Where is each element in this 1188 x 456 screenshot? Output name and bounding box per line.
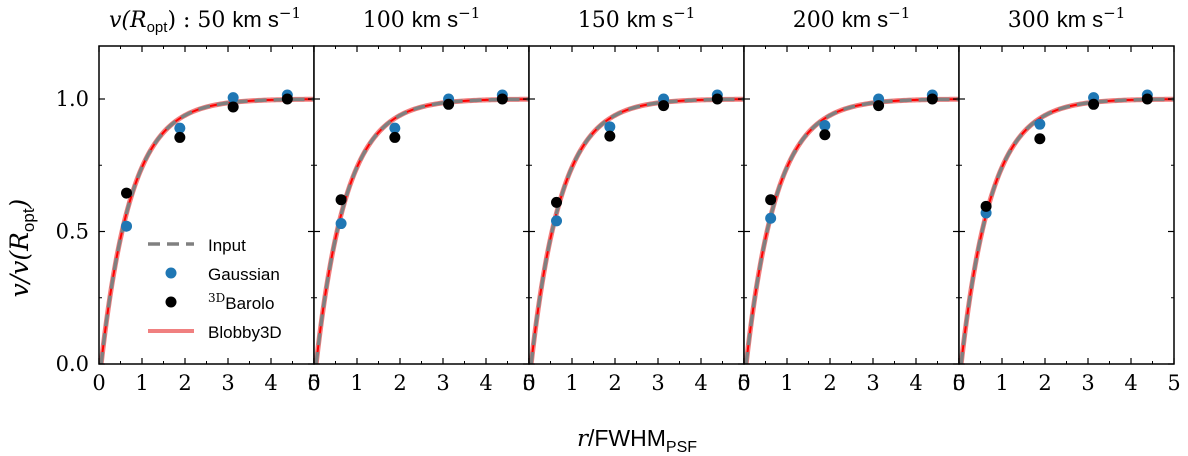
gaussian-point bbox=[227, 92, 239, 104]
barolo-point bbox=[551, 196, 563, 208]
x-tick-label: 0 bbox=[737, 371, 750, 395]
legend-swatch-point bbox=[165, 267, 177, 279]
panel-5: 0 1 2 3 4 5 bbox=[952, 45, 1181, 395]
panel-2: 0 1 2 3 4 5 bbox=[307, 45, 536, 395]
gaussian-point bbox=[1034, 118, 1046, 130]
barolo-point bbox=[443, 98, 455, 110]
gaussian-point bbox=[389, 122, 401, 134]
x-tick-label: 5 bbox=[952, 371, 965, 395]
panel-title: 150 km s−1 bbox=[578, 4, 696, 33]
panel-title: 200 km s−1 bbox=[793, 4, 911, 33]
panel-3: 0 1 2 3 4 5 bbox=[522, 45, 751, 395]
x-tick-label: 4 bbox=[479, 371, 492, 395]
x-tick-label: 1 bbox=[350, 371, 363, 395]
x-tick-label: 5 bbox=[522, 371, 535, 395]
panel-title: v(Ropt) : 50 km s−1 bbox=[109, 4, 301, 36]
x-tick-label: 3 bbox=[866, 371, 879, 395]
legend-label: Blobby3D bbox=[208, 323, 282, 342]
barolo-point bbox=[227, 101, 239, 113]
x-tick-label: 5 bbox=[737, 371, 750, 395]
legend-swatch-point bbox=[165, 296, 177, 308]
input-line bbox=[744, 97, 960, 365]
y-tick-label: 0.5 bbox=[56, 220, 89, 244]
gaussian-point bbox=[604, 121, 616, 133]
y-axis-label: v/v(Ropt) bbox=[5, 199, 38, 298]
legend-label: 3DBarolo bbox=[208, 291, 274, 313]
barolo-point bbox=[873, 100, 885, 112]
barolo-point bbox=[604, 130, 616, 142]
x-tick-label: 4 bbox=[909, 371, 922, 395]
x-tick-label: 2 bbox=[178, 371, 191, 395]
barolo-point bbox=[819, 129, 831, 141]
barolo-point bbox=[1034, 133, 1046, 145]
x-tick-label: 3 bbox=[436, 371, 449, 395]
legend: Input Gaussian 3DBarolo Blobby3D bbox=[148, 236, 282, 342]
x-tick-label: 0 bbox=[307, 371, 320, 395]
gaussian-point bbox=[335, 218, 347, 230]
x-tick-label: 5 bbox=[307, 371, 320, 395]
x-tick-label: 5 bbox=[1167, 371, 1180, 395]
barolo-point bbox=[765, 194, 777, 206]
y-tick-label: 1.0 bbox=[56, 87, 89, 111]
gaussian-point bbox=[121, 220, 133, 232]
panel-4: 0 1 2 3 4 5 bbox=[737, 45, 966, 395]
x-tick-label: 3 bbox=[221, 371, 234, 395]
barolo-point bbox=[1141, 93, 1153, 105]
x-tick-label: 3 bbox=[651, 371, 664, 395]
barolo-point bbox=[1088, 98, 1100, 110]
legend-entry: Gaussian bbox=[165, 265, 280, 284]
barolo-point bbox=[389, 131, 401, 143]
barolo-point bbox=[121, 187, 133, 199]
input-line bbox=[99, 97, 315, 365]
x-tick-label: 4 bbox=[264, 371, 277, 395]
panel-1: 0 1 2 3 4 5 bbox=[92, 45, 321, 395]
x-tick-label: 2 bbox=[823, 371, 836, 395]
legend-label: Gaussian bbox=[208, 265, 280, 284]
x-tick-label: 0 bbox=[952, 371, 965, 395]
x-tick-label: 2 bbox=[1038, 371, 1051, 395]
x-tick-label: 0 bbox=[92, 371, 105, 395]
barolo-point bbox=[335, 194, 347, 206]
x-tick-label: 1 bbox=[995, 371, 1008, 395]
panel-title: 100 km s−1 bbox=[363, 4, 481, 33]
input-line bbox=[314, 97, 530, 365]
barolo-point bbox=[926, 93, 938, 105]
gaussian-point bbox=[551, 215, 563, 227]
legend-entry: Input bbox=[148, 236, 246, 255]
x-tick-label: 1 bbox=[780, 371, 793, 395]
x-tick-label: 4 bbox=[694, 371, 707, 395]
input-line bbox=[529, 97, 745, 365]
x-tick-label: 3 bbox=[1081, 371, 1094, 395]
x-tick-label: 2 bbox=[608, 371, 621, 395]
x-tick-label: 1 bbox=[565, 371, 578, 395]
x-tick-label: 4 bbox=[1124, 371, 1137, 395]
legend-entry: Blobby3D bbox=[148, 323, 282, 342]
panels: 0 1 2 3 4 50 1 2 3 4 50 1 2 3 4 50 1 2 3 4 50 1 2 3 4 50.00.51.0 bbox=[56, 45, 1181, 395]
gaussian-point bbox=[819, 120, 831, 131]
barolo-point bbox=[496, 93, 508, 105]
panel-titles: v(Ropt) : 50 km s−1 100 km s−1 150 km s−1 2… bbox=[109, 4, 1125, 36]
barolo-point bbox=[281, 93, 293, 105]
x-axis-label: r/FWHMPSF bbox=[577, 425, 697, 456]
legend-label: Input bbox=[208, 236, 246, 255]
gaussian-point bbox=[174, 122, 186, 134]
x-tick-label: 2 bbox=[393, 371, 406, 395]
gaussian-point bbox=[765, 212, 777, 224]
x-tick-label: 0 bbox=[522, 371, 535, 395]
x-tick-label: 1 bbox=[135, 371, 148, 395]
barolo-point bbox=[658, 100, 670, 112]
panel-title: 300 km s−1 bbox=[1008, 4, 1126, 33]
barolo-point bbox=[711, 93, 723, 105]
input-line bbox=[959, 97, 1175, 365]
legend-entry: 3DBarolo bbox=[165, 291, 274, 313]
barolo-point bbox=[980, 200, 992, 212]
barolo-point bbox=[174, 131, 186, 143]
y-tick-label: 0.0 bbox=[56, 352, 89, 376]
